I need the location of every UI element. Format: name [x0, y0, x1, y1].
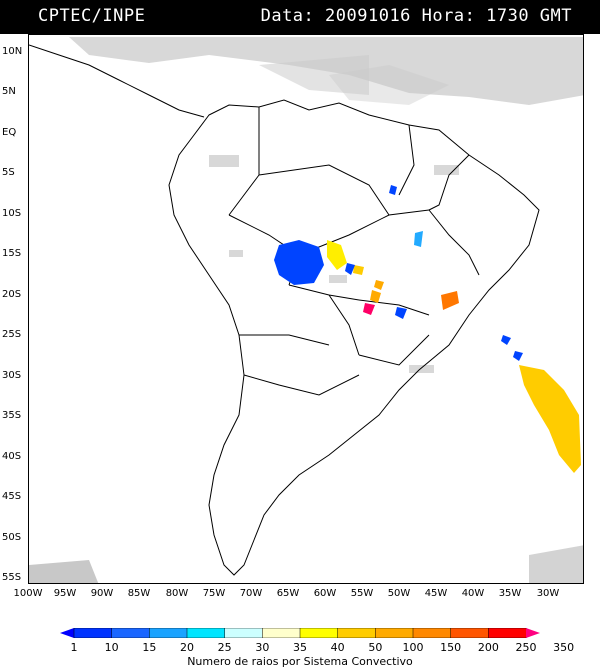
colorbar-label: 1 [70, 641, 78, 654]
colorbar-segment [375, 628, 414, 638]
system-blue-small-1 [345, 263, 355, 275]
map-canvas [29, 37, 583, 583]
cloud-cover [29, 37, 583, 583]
hour-value: 1730 GMT [486, 6, 572, 26]
lon-label: 50W [387, 588, 411, 599]
lat-label: 20S [2, 289, 22, 300]
system-yellow-2 [353, 265, 364, 275]
system-orange-2 [374, 280, 384, 290]
colorbar-segment [186, 628, 226, 638]
colorbar-segment [412, 628, 452, 638]
lat-label: 5S [2, 167, 15, 178]
system-yellow [327, 240, 347, 270]
colorbar-label: 10 [104, 641, 119, 654]
system-blue-large [274, 240, 324, 285]
lon-label: 95W [53, 588, 77, 599]
system-blue-small-3 [389, 185, 397, 195]
date-label: Data: [260, 6, 315, 26]
source-title: CPTEC/INPE [38, 6, 146, 26]
lat-label: 40S [2, 451, 22, 462]
system-magenta [363, 303, 375, 315]
lon-label: 70W [239, 588, 263, 599]
lon-label: 35W [498, 588, 522, 599]
colorbar-label: 20 [180, 641, 194, 654]
colorbar-segment [299, 628, 339, 638]
lon-label: 45W [424, 588, 448, 599]
lon-label: 80W [165, 588, 189, 599]
colorbar-segment [73, 628, 113, 638]
colorbar-title: Numero de raios por Sistema Convectivo [187, 655, 413, 668]
hour-label: Hora: [421, 6, 476, 26]
lat-label: 10N [2, 46, 23, 57]
lon-label: 30W [536, 588, 560, 599]
colorbar-segment [149, 628, 188, 638]
lat-label: 30S [2, 370, 22, 381]
colorbar-label: 200 [477, 641, 499, 654]
continent-outline [168, 99, 540, 576]
lon-label: 55W [350, 588, 374, 599]
colorbar-label: 350 [553, 641, 575, 654]
colorbar-label: 25 [217, 641, 232, 654]
lon-label: 85W [127, 588, 151, 599]
colorbar-segment [111, 628, 151, 638]
colorbar-label: 30 [255, 641, 270, 654]
lon-label: 75W [202, 588, 226, 599]
colorbar-label: 250 [515, 641, 537, 654]
lat-label: 15S [2, 248, 22, 259]
colorbar-segment [450, 628, 490, 638]
colorbar-segment [488, 628, 527, 638]
colorbar-label: 50 [368, 641, 383, 654]
lat-label: 10S [2, 208, 22, 219]
datetime-title: Data: 20091016 Hora: 1730 GMT [261, 6, 572, 26]
system-orange-1 [370, 290, 381, 303]
lat-label: 45S [2, 491, 22, 502]
system-orange-3 [441, 291, 459, 310]
lat-label: 55S [2, 572, 22, 583]
central-america-outline [29, 44, 205, 118]
date-value: 20091016 [325, 6, 411, 26]
lon-label: 60W [313, 588, 337, 599]
lat-label: 35S [2, 410, 22, 421]
system-cyan [414, 231, 423, 247]
colorbar-arrow-right [526, 628, 540, 638]
colorbar-label: 40 [330, 641, 345, 654]
colorbar-segment [224, 628, 264, 638]
lat-label: 25S [2, 329, 22, 340]
system-blue-small-4 [501, 335, 511, 345]
colorbar-arrow-left [60, 628, 74, 638]
lightning-map [28, 34, 584, 584]
lat-label: EQ [2, 127, 17, 138]
lat-label: 50S [2, 532, 22, 543]
colorbar-label: 15 [142, 641, 157, 654]
lon-label: 90W [90, 588, 114, 599]
convective-systems [274, 185, 581, 473]
colorbar-label: 35 [293, 641, 307, 654]
system-yellow-atlantic [519, 365, 581, 473]
lat-label: 5N [2, 86, 16, 97]
colorbar-label: 150 [440, 641, 462, 654]
lon-label: 65W [276, 588, 300, 599]
colorbar [60, 628, 540, 638]
system-blue-small-2 [395, 307, 407, 319]
lon-label: 100W [13, 588, 43, 599]
colorbar-segment [337, 628, 377, 638]
system-blue-small-5 [513, 351, 523, 361]
map-header: CPTEC/INPE Data: 20091016 Hora: 1730 GMT [0, 0, 600, 34]
colorbar-segment [262, 628, 301, 638]
colorbar-label: 100 [402, 641, 424, 654]
lon-label: 40W [461, 588, 485, 599]
